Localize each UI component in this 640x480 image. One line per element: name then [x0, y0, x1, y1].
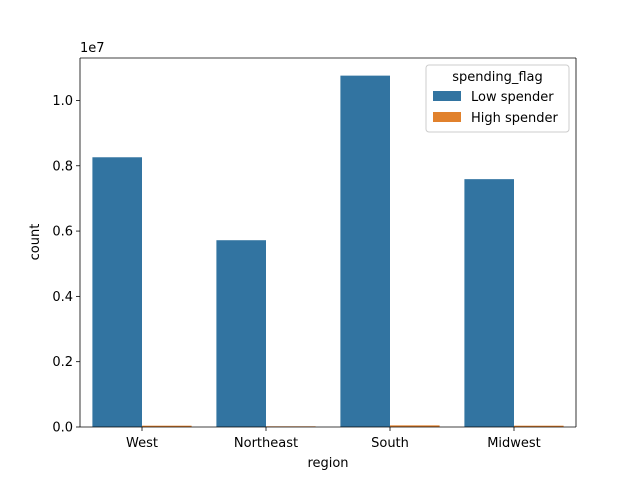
- y-axis-label: count: [28, 224, 43, 261]
- y-tick-label: 1.0: [52, 94, 73, 109]
- y-tick-label: 0.0: [52, 421, 73, 436]
- y-tick-label: 0.8: [52, 159, 73, 174]
- legend-label-1: High spender: [471, 111, 559, 126]
- legend: spending_flag Low spender High spender: [425, 64, 570, 133]
- y-tick-label: 0.4: [52, 290, 73, 305]
- y-tick-label: 0.2: [52, 355, 73, 370]
- bar-0-northeast: [216, 240, 266, 427]
- legend-box: [425, 64, 570, 133]
- legend-swatch-1: [433, 112, 461, 122]
- bar-0-west: [92, 157, 142, 427]
- x-tick-label-west: West: [126, 436, 158, 451]
- legend-label-0: Low spender: [471, 90, 554, 105]
- x-tick-label-northeast: Northeast: [234, 436, 298, 451]
- x-tick-label-south: South: [371, 436, 409, 451]
- bar-1-west: [142, 425, 192, 427]
- x-tick-label-midwest: Midwest: [487, 436, 541, 451]
- y-tick-label: 0.6: [52, 225, 73, 240]
- bar-1-south: [390, 425, 440, 427]
- bar-0-midwest: [464, 179, 514, 427]
- axes-layer: 0.0 0.2 0.4 0.6 0.8 1.0 West Northeast South Midw…: [52, 57, 577, 451]
- legend-swatch-0: [433, 91, 461, 101]
- bar-0-south: [340, 75, 390, 427]
- legend-title: spending_flag: [452, 70, 543, 85]
- x-axis-label: region: [307, 456, 348, 471]
- bar-1-midwest: [514, 425, 564, 427]
- y-axis-offset-label: 1e7: [80, 41, 105, 56]
